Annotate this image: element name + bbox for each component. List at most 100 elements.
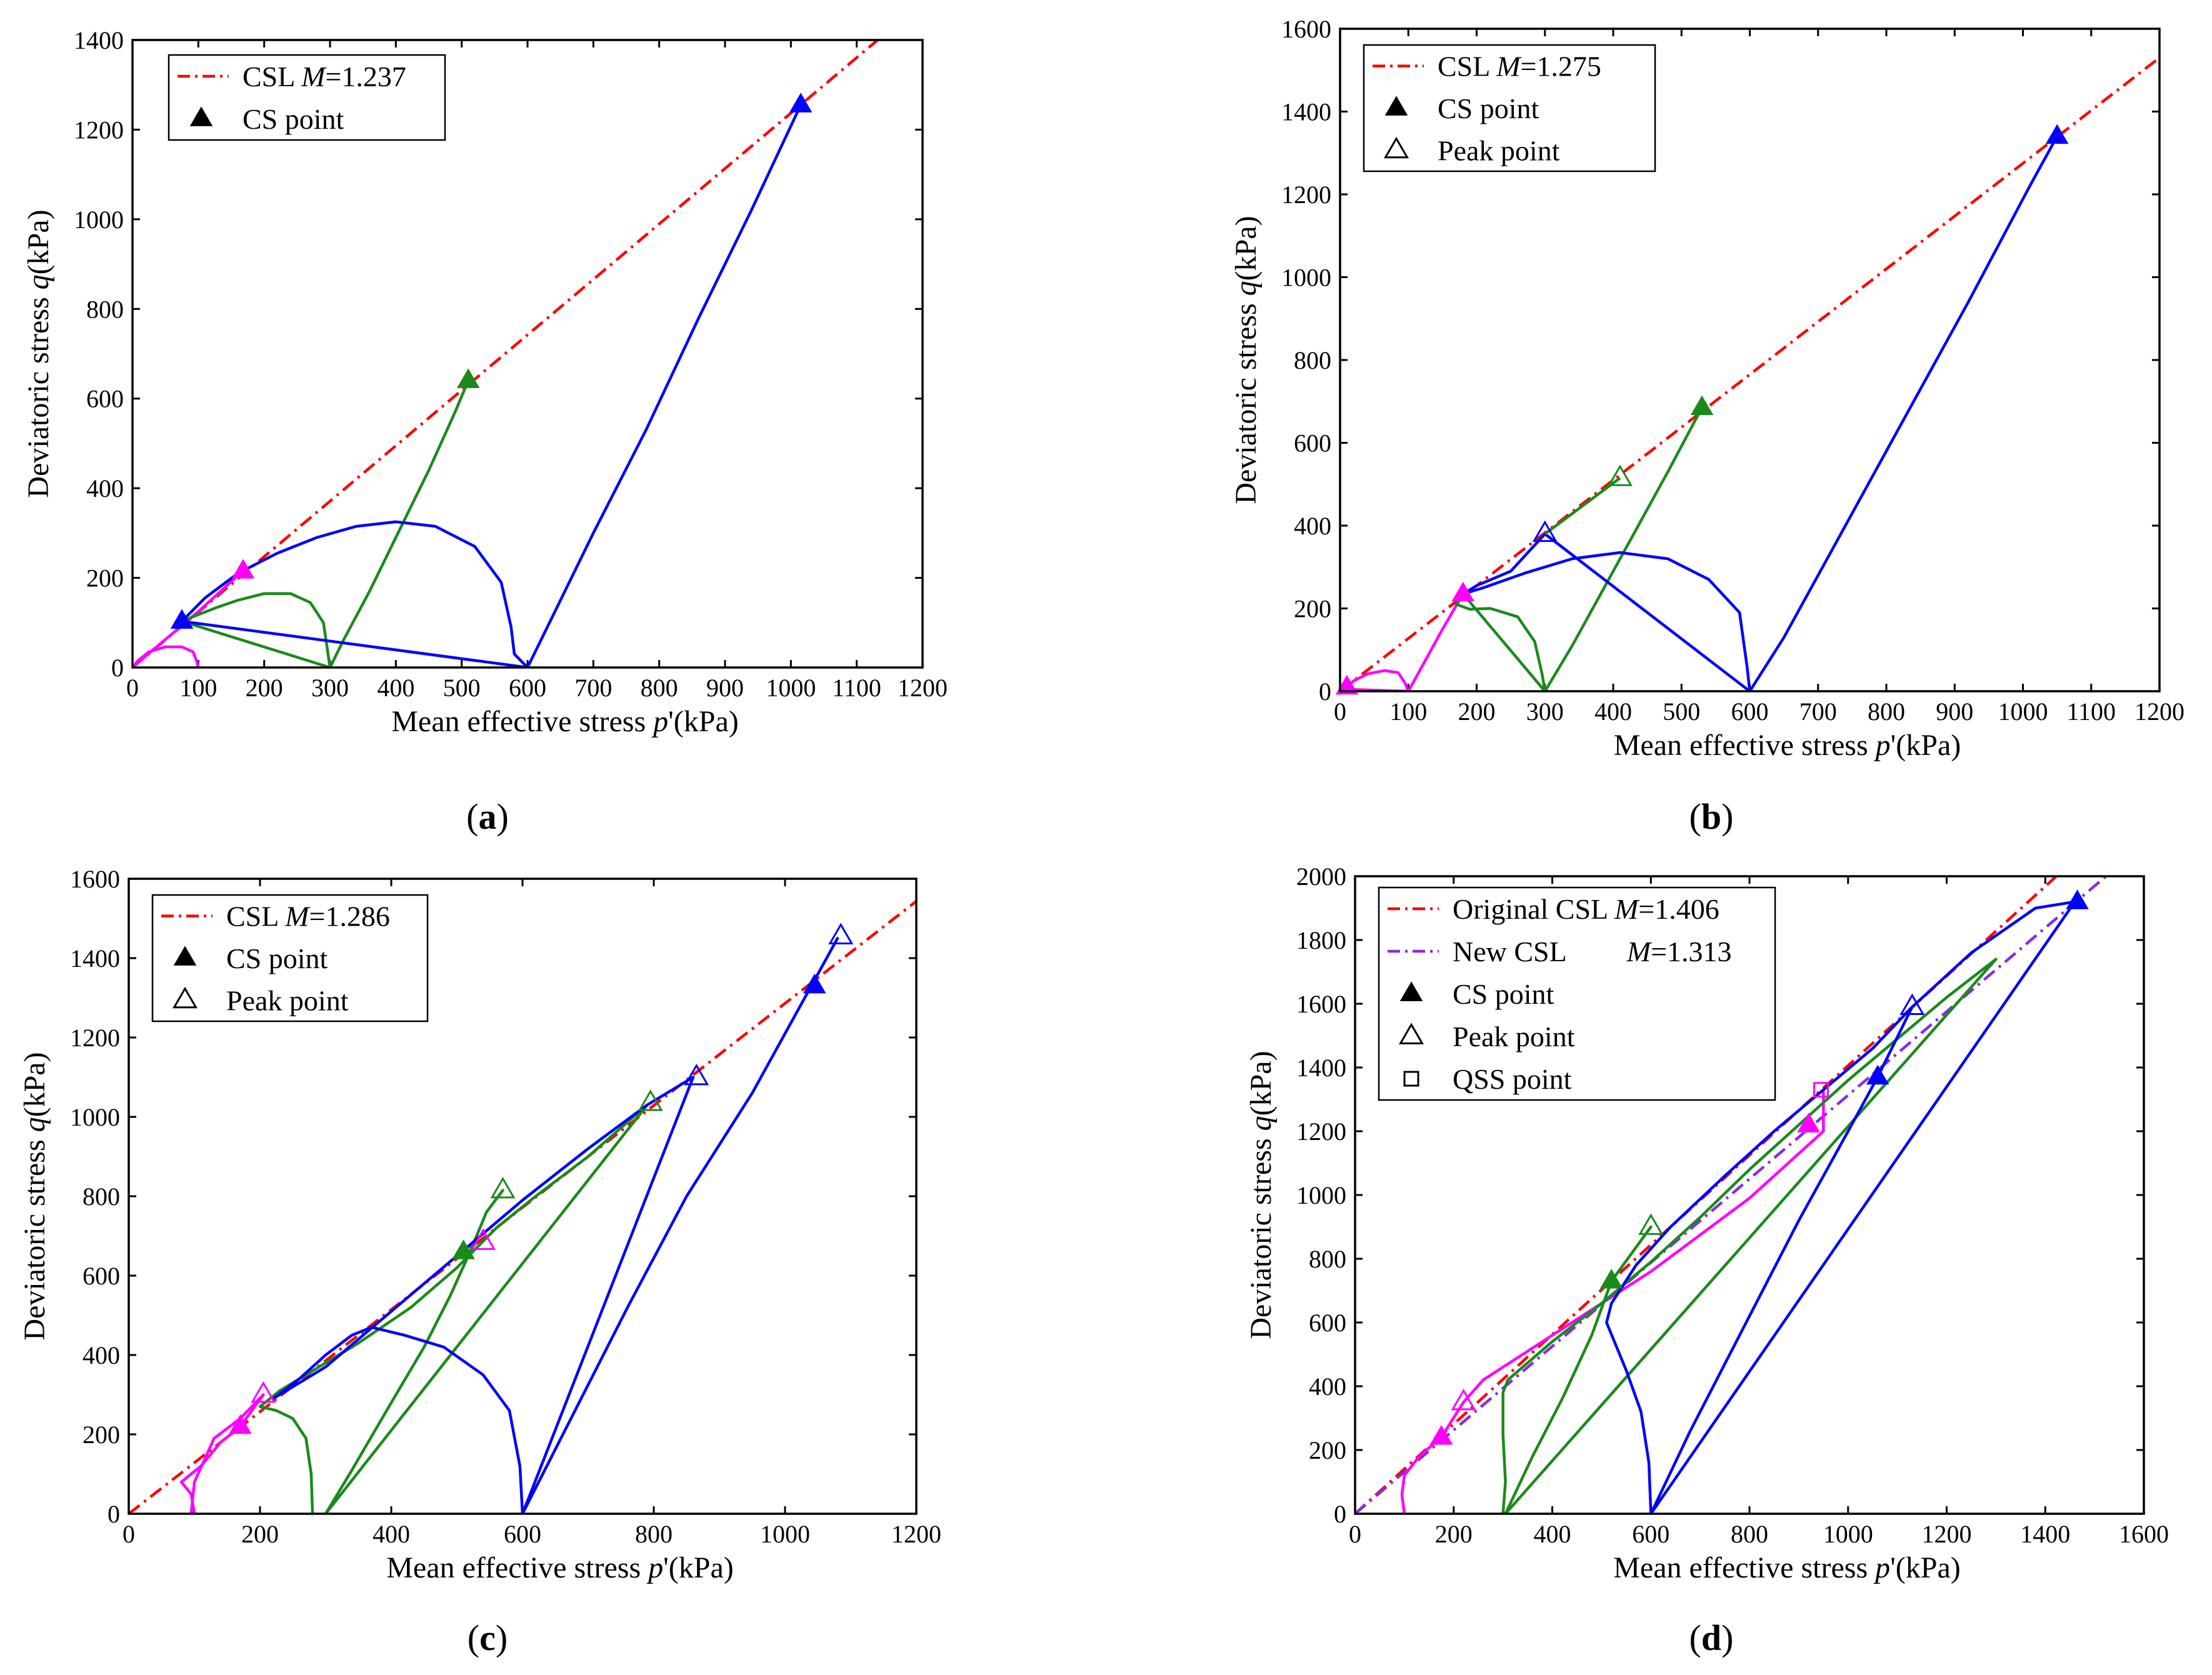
legend-value: =1.406 xyxy=(1638,893,1719,925)
cs-point-marker xyxy=(789,92,813,112)
peak-point-marker xyxy=(470,1228,496,1250)
y-tick-label: 1600 xyxy=(1296,990,1346,1018)
cs-point-marker xyxy=(452,1239,475,1259)
y-tick-label: 1600 xyxy=(70,865,120,893)
x-axis-title-var: p xyxy=(651,705,668,738)
x-tick-label: 900 xyxy=(706,674,744,702)
cs-point-marker xyxy=(1866,1064,1889,1085)
y-tick-label: 1000 xyxy=(74,206,124,234)
cs-point-marker xyxy=(1797,1112,1820,1132)
legend-box xyxy=(1363,44,1656,172)
stress-path-series xyxy=(1501,958,1998,1514)
x-tick-label: 800 xyxy=(1868,698,1905,726)
y-tick-label: 400 xyxy=(1294,512,1331,540)
y-tick-label: 800 xyxy=(1309,1245,1346,1273)
stress-path-series xyxy=(180,379,470,668)
legend-italic: M xyxy=(1614,893,1640,925)
y-tick-label: 1200 xyxy=(1296,1118,1346,1146)
y-tick-label: 1000 xyxy=(70,1103,120,1131)
y-tick-label: 400 xyxy=(83,1341,120,1369)
x-tick-label: 400 xyxy=(373,1520,410,1548)
cs-point-marker xyxy=(1335,674,1359,695)
x-tick-label: 300 xyxy=(1526,698,1564,726)
legend-entry-label: QSS point xyxy=(1453,1063,1572,1095)
qss-point-marker xyxy=(1813,1082,1829,1098)
x-tick-label: 0 xyxy=(1334,698,1346,726)
plot-frame xyxy=(1339,28,2161,692)
x-tick-label: 1200 xyxy=(891,1520,941,1548)
legend-italic: M xyxy=(301,61,327,92)
x-tick-label: 500 xyxy=(1663,698,1700,726)
legend-value: =1.286 xyxy=(309,901,389,932)
legend-entry-label: CS point xyxy=(226,942,328,974)
peak-point-marker xyxy=(1607,464,1633,486)
y-tick-label: 200 xyxy=(1309,1436,1346,1464)
stress-path-series xyxy=(271,937,839,1514)
y-axis-title: Deviatoric stress q(kPa) xyxy=(22,209,55,498)
x-axis-title-unit: '(kPa) xyxy=(663,1551,734,1584)
x-tick-label: 600 xyxy=(509,674,546,702)
y-tick-label: 200 xyxy=(83,1421,120,1449)
y-tick-label: 0 xyxy=(1334,1500,1346,1528)
x-tick-label: 1100 xyxy=(832,674,881,702)
csl-line xyxy=(1355,876,2059,1514)
y-tick-label: 1400 xyxy=(1296,1054,1346,1082)
x-tick-label: 900 xyxy=(1936,698,1973,726)
legend-italic: M xyxy=(1626,936,1653,968)
stress-path-series xyxy=(180,103,803,668)
x-tick-label: 1000 xyxy=(1998,698,2048,726)
legend-entry-label: CSL M=1.237 xyxy=(243,61,406,92)
cs-point-marker xyxy=(456,368,480,388)
y-axis-title-main: Deviatoric stress xyxy=(1229,296,1263,504)
csl-line xyxy=(129,899,916,1514)
y-axis-title-unit: (kPa) xyxy=(22,209,55,274)
y-tick-label: 600 xyxy=(86,385,124,413)
panel-label-close: ) xyxy=(496,1618,508,1658)
panel-label-close: ) xyxy=(1721,796,1733,837)
legend-label: QSS point xyxy=(1453,1063,1572,1095)
legend-entry-label: Original CSL M=1.406 xyxy=(1453,893,1719,925)
x-axis-title-var: p xyxy=(1873,1551,1890,1584)
legend-qss-swatch xyxy=(1403,1071,1419,1087)
legend-italic: M xyxy=(1496,51,1522,82)
x-axis-title: Mean effective stress p'(kPa) xyxy=(386,1551,734,1584)
y-axis-title-main: Deviatoric stress xyxy=(22,289,55,498)
chart-panel-d: 0 200 400 600 800 1000 1200 1400 1600 0 200 400 600 8… xyxy=(1244,862,2169,1658)
y-tick-label: 400 xyxy=(1309,1372,1346,1401)
x-axis-title-var: p xyxy=(1874,729,1891,762)
legend: CSL M=1.237 CS point xyxy=(168,54,446,141)
x-axis-title-main: Mean effective stress xyxy=(386,1551,648,1584)
x-tick-label: 200 xyxy=(241,1520,279,1548)
y-axis-title-main: Deviatoric stress xyxy=(18,1132,51,1340)
legend-value: =1.237 xyxy=(325,61,406,92)
legend-box xyxy=(168,54,446,141)
cs-point-marker xyxy=(229,1414,252,1434)
x-tick-label: 400 xyxy=(1594,698,1632,726)
legend-label: Peak point xyxy=(226,984,349,1016)
x-tick-label: 1200 xyxy=(2134,698,2184,726)
legend-cs-swatch xyxy=(189,106,213,126)
legend: CSL M=1.286 CS point Peak point xyxy=(151,894,429,1022)
y-tick-label: 200 xyxy=(1294,595,1331,623)
legend-value: =1.313 xyxy=(1651,936,1731,968)
stress-path-segment xyxy=(1544,476,1621,536)
stress-path-series xyxy=(258,1103,649,1514)
x-tick-label: 1600 xyxy=(2119,1520,2169,1548)
plot-area xyxy=(1355,876,2108,1514)
y-tick-label: 1400 xyxy=(1281,98,1331,126)
y-axis-title-var: q xyxy=(22,274,55,289)
cs-point-marker xyxy=(1451,581,1474,602)
stress-path-series xyxy=(179,1393,265,1514)
legend-entry-label: CSL M=1.275 xyxy=(1438,51,1601,82)
x-tick-label: 0 xyxy=(1349,1520,1361,1548)
peak-point-marker xyxy=(1899,993,1925,1015)
y-axis-title-var: q xyxy=(1229,281,1263,296)
y-tick-label: 400 xyxy=(86,474,124,502)
x-tick-label: 800 xyxy=(635,1520,673,1548)
plot-frame xyxy=(128,878,918,1515)
cs-point-marker xyxy=(1690,395,1714,416)
x-tick-label: 200 xyxy=(246,674,283,702)
legend-label: CS point xyxy=(243,103,344,135)
panel-label-open: ( xyxy=(1689,1618,1701,1658)
